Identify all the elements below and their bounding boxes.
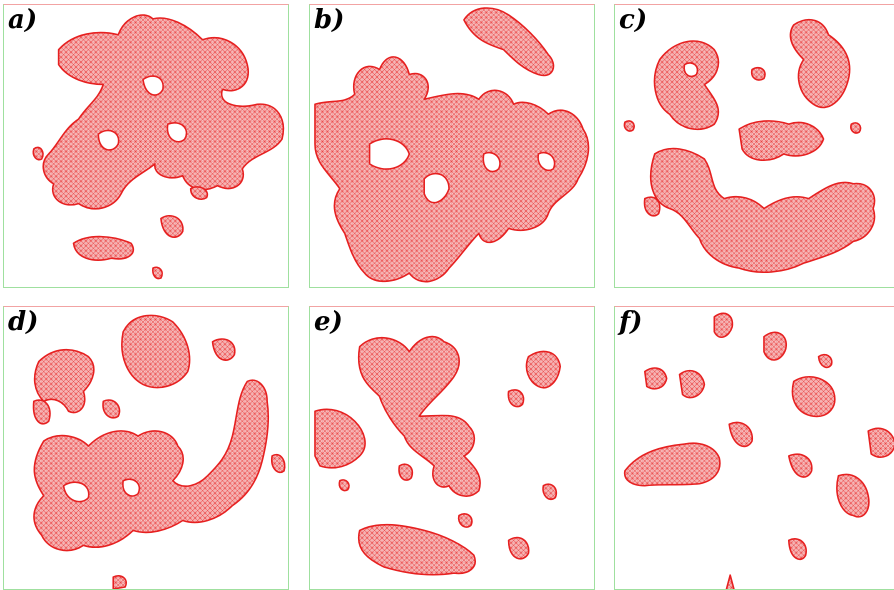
density-map bbox=[623, 312, 894, 589]
panel-label: e) bbox=[314, 307, 343, 337]
density-map bbox=[32, 14, 285, 280]
density-panel-b: b) bbox=[309, 4, 595, 288]
density-panel-a: a) bbox=[3, 4, 289, 288]
density-panel-f: f) bbox=[614, 306, 894, 590]
density-panel-e: e) bbox=[309, 306, 595, 590]
panel-label: c) bbox=[619, 5, 648, 35]
density-map bbox=[314, 7, 590, 283]
density-map bbox=[314, 335, 562, 576]
density-map bbox=[32, 314, 286, 589]
density-panel-d: d) bbox=[3, 306, 289, 590]
panel-label: b) bbox=[314, 5, 345, 35]
panel-label: f) bbox=[619, 307, 643, 337]
density-map bbox=[623, 18, 876, 273]
panel-label: a) bbox=[8, 5, 38, 35]
panel-label: d) bbox=[8, 307, 39, 337]
density-panel-c: c) bbox=[614, 4, 894, 288]
